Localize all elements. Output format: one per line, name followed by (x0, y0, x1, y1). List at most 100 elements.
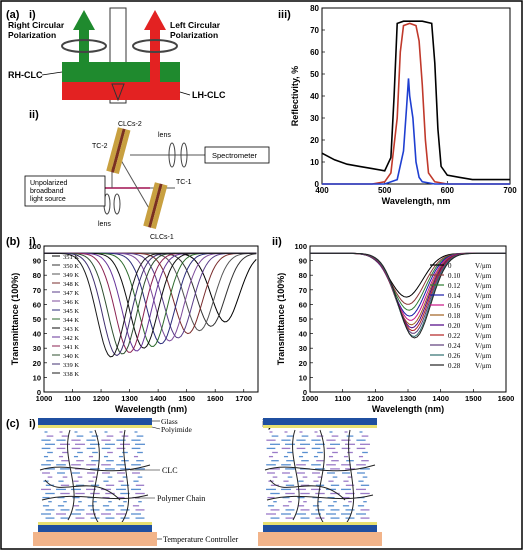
legend-unit: V/μm (475, 302, 492, 310)
red-beam (150, 30, 160, 85)
x-tick-label: 1300 (121, 394, 138, 403)
polyimide-top-ii (263, 425, 377, 428)
lens-top-b (180, 142, 188, 168)
legend-unit: V/μm (475, 282, 492, 290)
x-tick-label: 1100 (64, 394, 80, 403)
y-tick-label: 80 (299, 271, 307, 280)
y-tick-label: 10 (299, 373, 307, 382)
y-tick-label: 80 (310, 4, 319, 13)
y-tick-label: 30 (33, 344, 41, 353)
polyimide-bottom-ii (263, 522, 377, 525)
legend-entry: 342 K (63, 335, 79, 342)
legend-entry: 0.12 (448, 282, 461, 290)
x-tick-label: 1400 (432, 394, 449, 403)
clcs2-label: CLCs-2 (118, 121, 142, 128)
y-tick-label: 50 (33, 315, 41, 324)
clcs2-plate (106, 127, 131, 175)
x-tick-label: 400 (315, 186, 329, 195)
left-circular-label: Left Circular Polarization (170, 20, 221, 40)
legend-entry: 0.28 (448, 362, 461, 370)
series-line-10 (310, 252, 506, 339)
panel-a-ii: ii) Spectrometer Unpolarized broadband lig… (24, 109, 270, 241)
x-tick-label: 1700 (235, 394, 252, 403)
panel-label-c: (c) (6, 418, 20, 430)
legend-entry: 343 K (63, 326, 79, 333)
series-line-1 (322, 22, 510, 185)
legend-unit: V/μm (475, 362, 492, 370)
panel-label-a-iii: iii) (278, 9, 291, 21)
glass-bottom-i (38, 525, 152, 532)
chart-a-iii: iii) 400 500 600 700 0 10 20 30 40 50 60 70 80 Wavele… (278, 4, 517, 206)
y-tick-label: 10 (33, 373, 41, 382)
y-tick-label: 70 (310, 26, 319, 35)
legend-entry: 340 K (63, 353, 79, 360)
y-tick-label: 70 (299, 286, 307, 295)
y-tick-label: 40 (310, 92, 319, 101)
x-tick-label: 700 (503, 186, 517, 195)
legend-entry: 338 K (63, 371, 79, 378)
y-tick-label: 0 (37, 388, 41, 397)
rh-clc-label: RH-CLC (8, 70, 43, 80)
polymer-chains-ii (264, 429, 376, 526)
legend-entry: 341 K (63, 344, 79, 351)
x-tick-label: 1000 (36, 394, 53, 403)
series-line-0 (321, 20, 510, 181)
legend-unit: V/μm (475, 312, 492, 320)
x-tick-label: 1600 (498, 394, 515, 403)
legend-entry: 0.16 (448, 302, 461, 310)
legend-unit: V/μm (475, 352, 492, 360)
lens-top-label: lens (158, 132, 171, 139)
clcs1-plate (143, 182, 168, 230)
x-tick-label: 1100 (335, 394, 351, 403)
rotation-left-icon (61, 39, 107, 53)
legend-entry: 349 K (63, 272, 79, 279)
green-beam (79, 30, 89, 70)
y-axis-label: Reflectivity, % (290, 66, 300, 126)
lens-bottom-label: lens (98, 221, 111, 228)
polyimide-label: Polyimide (161, 425, 193, 434)
y-axis-label: Transmittance (100%) (276, 273, 286, 366)
y-tick-label: 100 (294, 242, 307, 251)
y-tick-label: 10 (310, 158, 319, 167)
legend-entry: 0.14 (448, 292, 461, 300)
series-line-2 (322, 78, 510, 185)
y-tick-label: 50 (299, 315, 307, 324)
x-tick-label: 1000 (302, 394, 319, 403)
tc2-label: TC-2 (92, 143, 108, 150)
y-tick-label: 40 (299, 330, 307, 339)
lh-clc-label: LH-CLC (192, 90, 226, 100)
legend-unit: V/μm (475, 262, 492, 270)
x-tick-label: 1300 (400, 394, 417, 403)
x-tick-label: 1500 (178, 394, 195, 403)
y-tick-label: 100 (28, 242, 41, 251)
legend-entry: 0.22 (448, 332, 461, 340)
polymer-chains-i (39, 429, 151, 526)
legend-entry: 0.24 (448, 342, 461, 350)
legend-entry: 0.20 (448, 322, 461, 330)
y-tick-label: 50 (310, 70, 319, 79)
temperature-controller-i (33, 532, 157, 546)
green-arrow-icon (73, 10, 95, 30)
chart-b-i: 1000 1100 1200 1300 1400 1500 1600 1700 0 10 20 30 4… (10, 242, 259, 414)
y-tick-label: 0 (315, 180, 320, 189)
x-tick-label: 1200 (93, 394, 110, 403)
x-tick-label: 1600 (207, 394, 224, 403)
y-tick-label: 20 (33, 359, 41, 368)
spectrometer-label: Spectrometer (212, 151, 258, 160)
panel-label-b-i: i) (29, 236, 36, 248)
glass-label: Glass (161, 417, 178, 426)
rh-clc-pointer (41, 71, 63, 76)
y-tick-label: 30 (299, 344, 307, 353)
polyimide-bottom-i (38, 522, 152, 525)
polymer-chain-label: Polymer Chain (157, 494, 205, 503)
source-label: Unpolarized broadband light source (30, 180, 67, 203)
y-tick-label: 60 (33, 300, 41, 309)
legend-entry: 348 K (63, 281, 79, 288)
panel-label-c-i: i) (29, 418, 36, 430)
legend-unit: V/μm (475, 322, 492, 330)
polyimide-pointer (151, 426, 161, 430)
polyimide-top-i (38, 425, 152, 428)
chart-b-ii: 1000 1100 1200 1300 1400 1500 1600010203040506… (276, 242, 514, 414)
legend-unit: V/μm (475, 292, 492, 300)
